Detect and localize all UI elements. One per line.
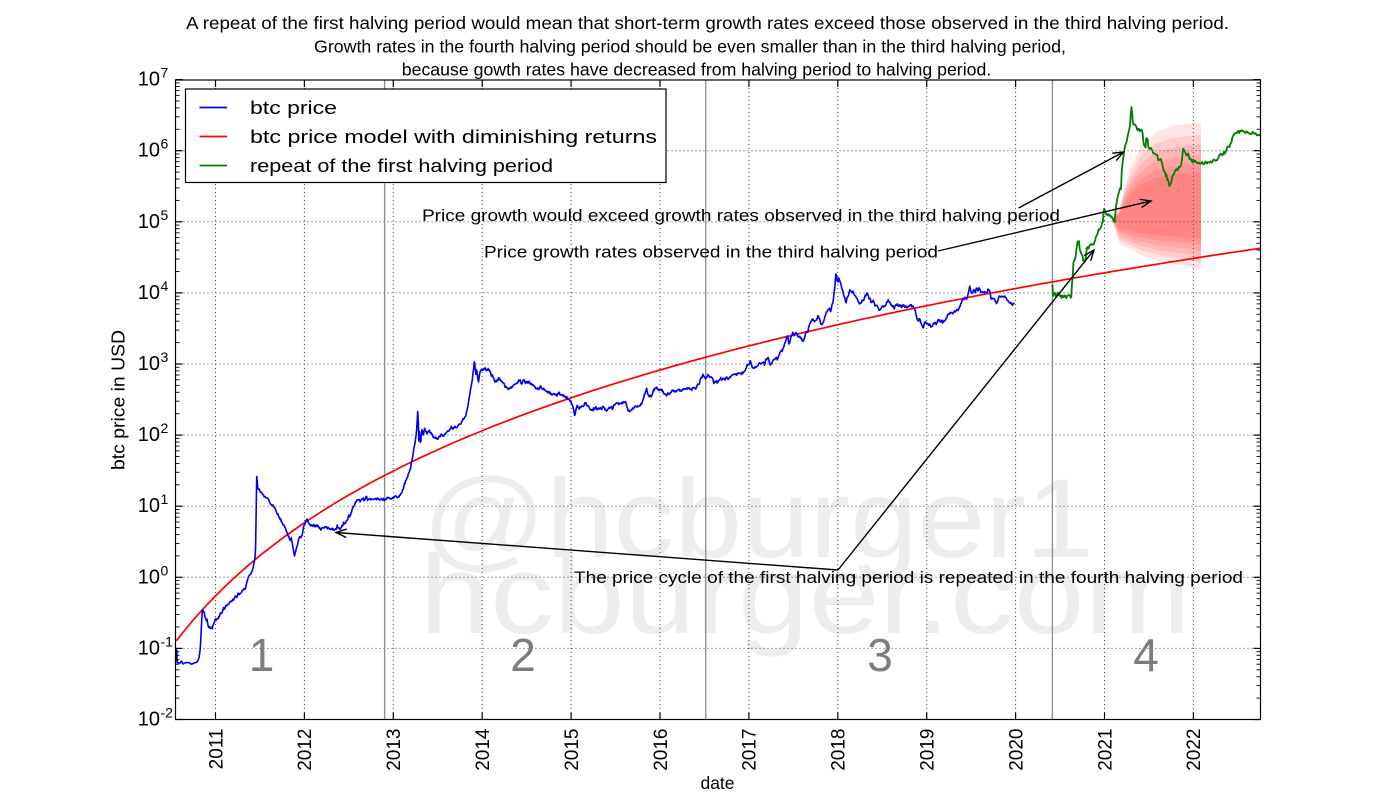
svg-text:2020: 2020 — [1006, 729, 1027, 771]
svg-text:date: date — [700, 773, 734, 793]
svg-text:2017: 2017 — [740, 729, 761, 771]
svg-text:2011: 2011 — [206, 729, 227, 770]
svg-text:hcburger.com: hcburger.com — [420, 532, 1191, 657]
svg-text:2: 2 — [161, 420, 169, 436]
svg-text:btc price model with diminishi: btc price model with diminishing returns — [250, 126, 657, 147]
svg-text:2019: 2019 — [918, 729, 939, 771]
svg-text:2018: 2018 — [829, 729, 850, 771]
svg-text:because gowth rates have decre: because gowth rates have decreased from … — [402, 59, 992, 79]
svg-text:4: 4 — [1133, 629, 1159, 681]
svg-text:10: 10 — [138, 211, 160, 233]
svg-text:6: 6 — [161, 136, 169, 152]
svg-text:0: 0 — [161, 562, 169, 578]
svg-text:10: 10 — [138, 424, 160, 446]
svg-text:5: 5 — [161, 207, 169, 223]
svg-text:repeat of the first halving pe: repeat of the first halving period — [250, 155, 553, 176]
svg-text:10: 10 — [138, 140, 160, 162]
svg-text:10: 10 — [138, 282, 160, 304]
svg-text:2015: 2015 — [562, 729, 583, 771]
svg-text:2021: 2021 — [1095, 729, 1116, 771]
svg-text:-2: -2 — [161, 705, 174, 721]
svg-text:2022: 2022 — [1184, 729, 1205, 771]
svg-text:10: 10 — [138, 495, 160, 517]
svg-text:2016: 2016 — [651, 729, 672, 771]
svg-text:7: 7 — [161, 65, 169, 81]
svg-text:Growth rates in the fourth hal: Growth rates in the fourth halving perio… — [314, 36, 1066, 56]
svg-text:btc price: btc price — [250, 97, 337, 118]
svg-text:A repeat of the first halving: A repeat of the first halving period wou… — [186, 13, 1229, 33]
svg-text:10: 10 — [138, 566, 160, 588]
svg-text:Price growth rates observed in: Price growth rates observed in the third… — [484, 243, 938, 262]
svg-text:3: 3 — [867, 629, 893, 681]
svg-text:-1: -1 — [161, 633, 174, 649]
svg-text:@hcburger1: @hcburger1 — [423, 456, 1094, 581]
svg-text:10: 10 — [138, 69, 160, 91]
svg-text:10: 10 — [138, 353, 160, 375]
svg-text:4: 4 — [161, 278, 169, 294]
svg-text:2012: 2012 — [295, 729, 316, 771]
svg-text:Price growth would exceed grow: Price growth would exceed growth rates o… — [422, 206, 1060, 225]
svg-text:2013: 2013 — [384, 729, 405, 771]
svg-text:2014: 2014 — [473, 728, 494, 771]
svg-text:10: 10 — [138, 637, 160, 659]
svg-text:The price cycle of the first h: The price cycle of the first halving per… — [574, 568, 1243, 587]
svg-text:1: 1 — [161, 491, 169, 507]
svg-text:3: 3 — [161, 349, 169, 365]
svg-text:1: 1 — [249, 629, 275, 681]
svg-text:btc price in USD: btc price in USD — [109, 330, 129, 470]
svg-text:10: 10 — [138, 709, 160, 731]
svg-text:2: 2 — [510, 629, 536, 681]
